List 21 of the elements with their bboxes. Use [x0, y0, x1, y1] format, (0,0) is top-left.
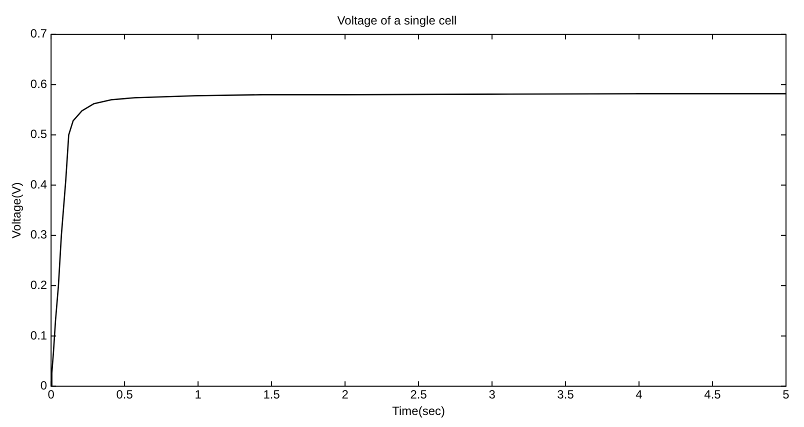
y-axis-title: Voltage(V)	[10, 182, 24, 238]
x-axis-title: Time(sec)	[392, 404, 445, 418]
x-tick-label: 2.5	[410, 388, 428, 402]
x-tick-label: 1	[194, 388, 202, 402]
y-tick-label: 0.5	[30, 127, 48, 142]
x-tick-label: 2	[342, 388, 349, 402]
y-tick-label: 0.6	[30, 76, 48, 91]
y-tick-label: 0	[40, 378, 48, 393]
x-tick-label: 4	[636, 388, 643, 402]
y-tick-label: 0.2	[30, 278, 48, 292]
y-tick-label: 0.4	[30, 177, 48, 192]
x-tick-label: 4.5	[704, 388, 722, 402]
y-tick-label: 0.7	[30, 26, 48, 41]
chart-title: Voltage of a single cell	[337, 14, 457, 28]
x-tick-label: 0.5	[116, 388, 134, 402]
x-tick-label: 3	[488, 388, 496, 402]
x-tick-label: 5	[782, 388, 790, 402]
y-tick-label: 0.3	[30, 228, 48, 242]
y-tick-label: 0.1	[30, 328, 48, 342]
x-tick-label: 1.5	[263, 388, 280, 402]
x-tick-label: 3.5	[557, 388, 574, 402]
